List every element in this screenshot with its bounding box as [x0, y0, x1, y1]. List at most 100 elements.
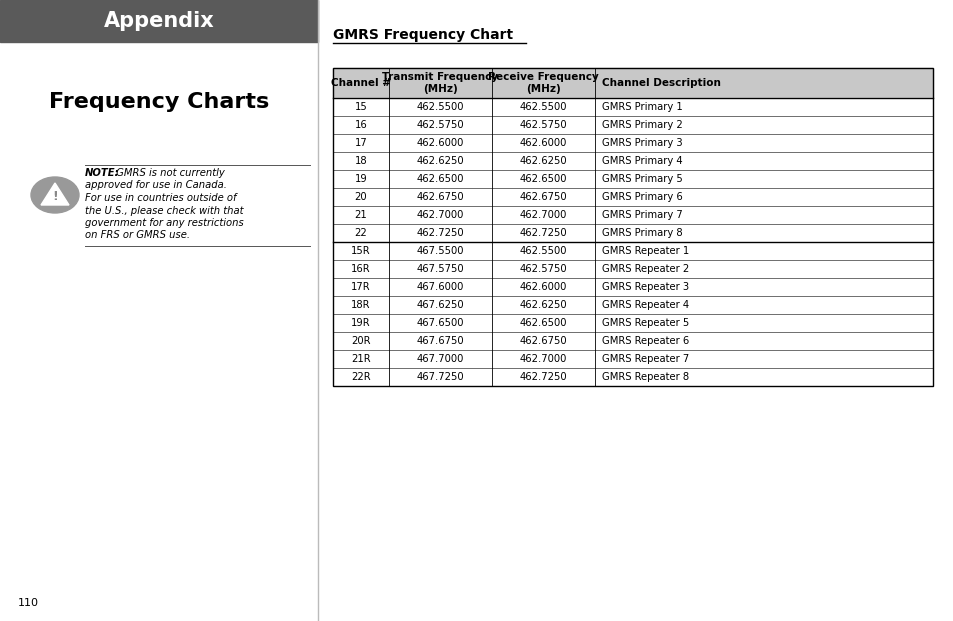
Bar	[333, 278, 932, 296]
Text: 18R: 18R	[351, 300, 371, 310]
Bar	[333, 98, 932, 116]
Text: 17: 17	[355, 138, 367, 148]
Text: 467.5500: 467.5500	[416, 246, 464, 256]
Bar	[333, 350, 932, 368]
Text: 16R: 16R	[351, 264, 371, 274]
Bar	[333, 188, 932, 206]
Text: GMRS Primary 1: GMRS Primary 1	[601, 102, 682, 112]
Bar	[0, 0, 317, 621]
Text: GMRS Repeater 6: GMRS Repeater 6	[601, 336, 689, 346]
Text: 462.6750: 462.6750	[519, 336, 567, 346]
Text: 110: 110	[18, 598, 39, 608]
Bar	[333, 68, 932, 386]
Text: 467.6000: 467.6000	[416, 282, 463, 292]
Text: 462.5750: 462.5750	[519, 264, 567, 274]
Text: 462.6500: 462.6500	[519, 318, 567, 328]
Text: 22: 22	[355, 228, 367, 238]
Text: 462.6500: 462.6500	[519, 174, 567, 184]
Text: 462.6000: 462.6000	[519, 282, 567, 292]
Text: 462.6000: 462.6000	[416, 138, 463, 148]
Text: on FRS or GMRS use.: on FRS or GMRS use.	[85, 230, 190, 240]
Text: 462.6250: 462.6250	[519, 156, 567, 166]
Bar	[333, 242, 932, 260]
Ellipse shape	[30, 177, 79, 213]
Text: 462.6250: 462.6250	[416, 156, 464, 166]
Text: Transmit Frequency
(MHz): Transmit Frequency (MHz)	[382, 72, 497, 94]
Text: Frequency Charts: Frequency Charts	[49, 92, 269, 112]
Bar	[333, 116, 932, 134]
Text: 467.6750: 467.6750	[416, 336, 464, 346]
Text: 19: 19	[355, 174, 367, 184]
Bar	[0, 0, 317, 42]
Text: 462.7250: 462.7250	[519, 372, 567, 382]
Text: GMRS Repeater 5: GMRS Repeater 5	[601, 318, 689, 328]
Text: 467.7250: 467.7250	[416, 372, 464, 382]
Bar	[333, 170, 932, 188]
Text: 462.5500: 462.5500	[519, 246, 567, 256]
Text: GMRS Repeater 2: GMRS Repeater 2	[601, 264, 689, 274]
Text: GMRS Primary 4: GMRS Primary 4	[601, 156, 682, 166]
Text: 462.7000: 462.7000	[519, 354, 567, 364]
Text: GMRS Primary 6: GMRS Primary 6	[601, 192, 682, 202]
Text: 18: 18	[355, 156, 367, 166]
Text: 467.6250: 467.6250	[416, 300, 464, 310]
Text: Channel Description: Channel Description	[601, 78, 720, 88]
Text: 467.5750: 467.5750	[416, 264, 464, 274]
Text: 462.6750: 462.6750	[416, 192, 464, 202]
Text: the U.S., please check with that: the U.S., please check with that	[85, 206, 243, 215]
Text: GMRS Primary 8: GMRS Primary 8	[601, 228, 682, 238]
Text: 462.7000: 462.7000	[416, 210, 463, 220]
Bar	[333, 68, 932, 98]
Text: GMRS is not currently: GMRS is not currently	[112, 168, 225, 178]
Text: NOTE:: NOTE:	[85, 168, 119, 178]
Bar	[317, 0, 953, 621]
Bar	[333, 206, 932, 224]
Text: 467.6500: 467.6500	[416, 318, 464, 328]
Text: 462.6500: 462.6500	[416, 174, 464, 184]
Text: 462.5500: 462.5500	[416, 102, 464, 112]
Bar	[333, 296, 932, 314]
Text: 21: 21	[355, 210, 367, 220]
Bar	[333, 224, 932, 242]
Text: 467.7000: 467.7000	[416, 354, 463, 364]
Text: 462.6750: 462.6750	[519, 192, 567, 202]
Bar	[333, 260, 932, 278]
Bar	[333, 314, 932, 332]
Text: 462.6250: 462.6250	[519, 300, 567, 310]
Text: GMRS Repeater 1: GMRS Repeater 1	[601, 246, 689, 256]
Bar	[333, 332, 932, 350]
Text: Channel #: Channel #	[331, 78, 391, 88]
Text: 20R: 20R	[351, 336, 371, 346]
Text: Receive Frequency
(MHz): Receive Frequency (MHz)	[488, 72, 598, 94]
Text: 16: 16	[355, 120, 367, 130]
Text: !: !	[52, 191, 58, 204]
Text: 15: 15	[355, 102, 367, 112]
Text: 462.5750: 462.5750	[416, 120, 464, 130]
Text: For use in countries outside of: For use in countries outside of	[85, 193, 236, 203]
Text: government for any restrictions: government for any restrictions	[85, 218, 244, 228]
Text: 15R: 15R	[351, 246, 371, 256]
Text: 462.5500: 462.5500	[519, 102, 567, 112]
Text: GMRS Primary 5: GMRS Primary 5	[601, 174, 682, 184]
Text: 462.7250: 462.7250	[519, 228, 567, 238]
Text: 22R: 22R	[351, 372, 371, 382]
Text: 19R: 19R	[351, 318, 371, 328]
Text: 17R: 17R	[351, 282, 371, 292]
Text: 20: 20	[355, 192, 367, 202]
Text: GMRS Primary 7: GMRS Primary 7	[601, 210, 682, 220]
Text: 462.7000: 462.7000	[519, 210, 567, 220]
Text: approved for use in Canada.: approved for use in Canada.	[85, 181, 227, 191]
Text: GMRS Repeater 7: GMRS Repeater 7	[601, 354, 689, 364]
Text: GMRS Frequency Chart: GMRS Frequency Chart	[333, 28, 513, 42]
Text: GMRS Primary 2: GMRS Primary 2	[601, 120, 682, 130]
Bar	[333, 368, 932, 386]
Text: 21R: 21R	[351, 354, 371, 364]
Text: Appendix: Appendix	[104, 11, 214, 31]
Text: GMRS Repeater 3: GMRS Repeater 3	[601, 282, 689, 292]
Polygon shape	[41, 183, 69, 205]
Text: 462.6000: 462.6000	[519, 138, 567, 148]
Text: GMRS Repeater 4: GMRS Repeater 4	[601, 300, 689, 310]
Text: 462.7250: 462.7250	[416, 228, 464, 238]
Text: GMRS Repeater 8: GMRS Repeater 8	[601, 372, 689, 382]
Bar	[333, 152, 932, 170]
